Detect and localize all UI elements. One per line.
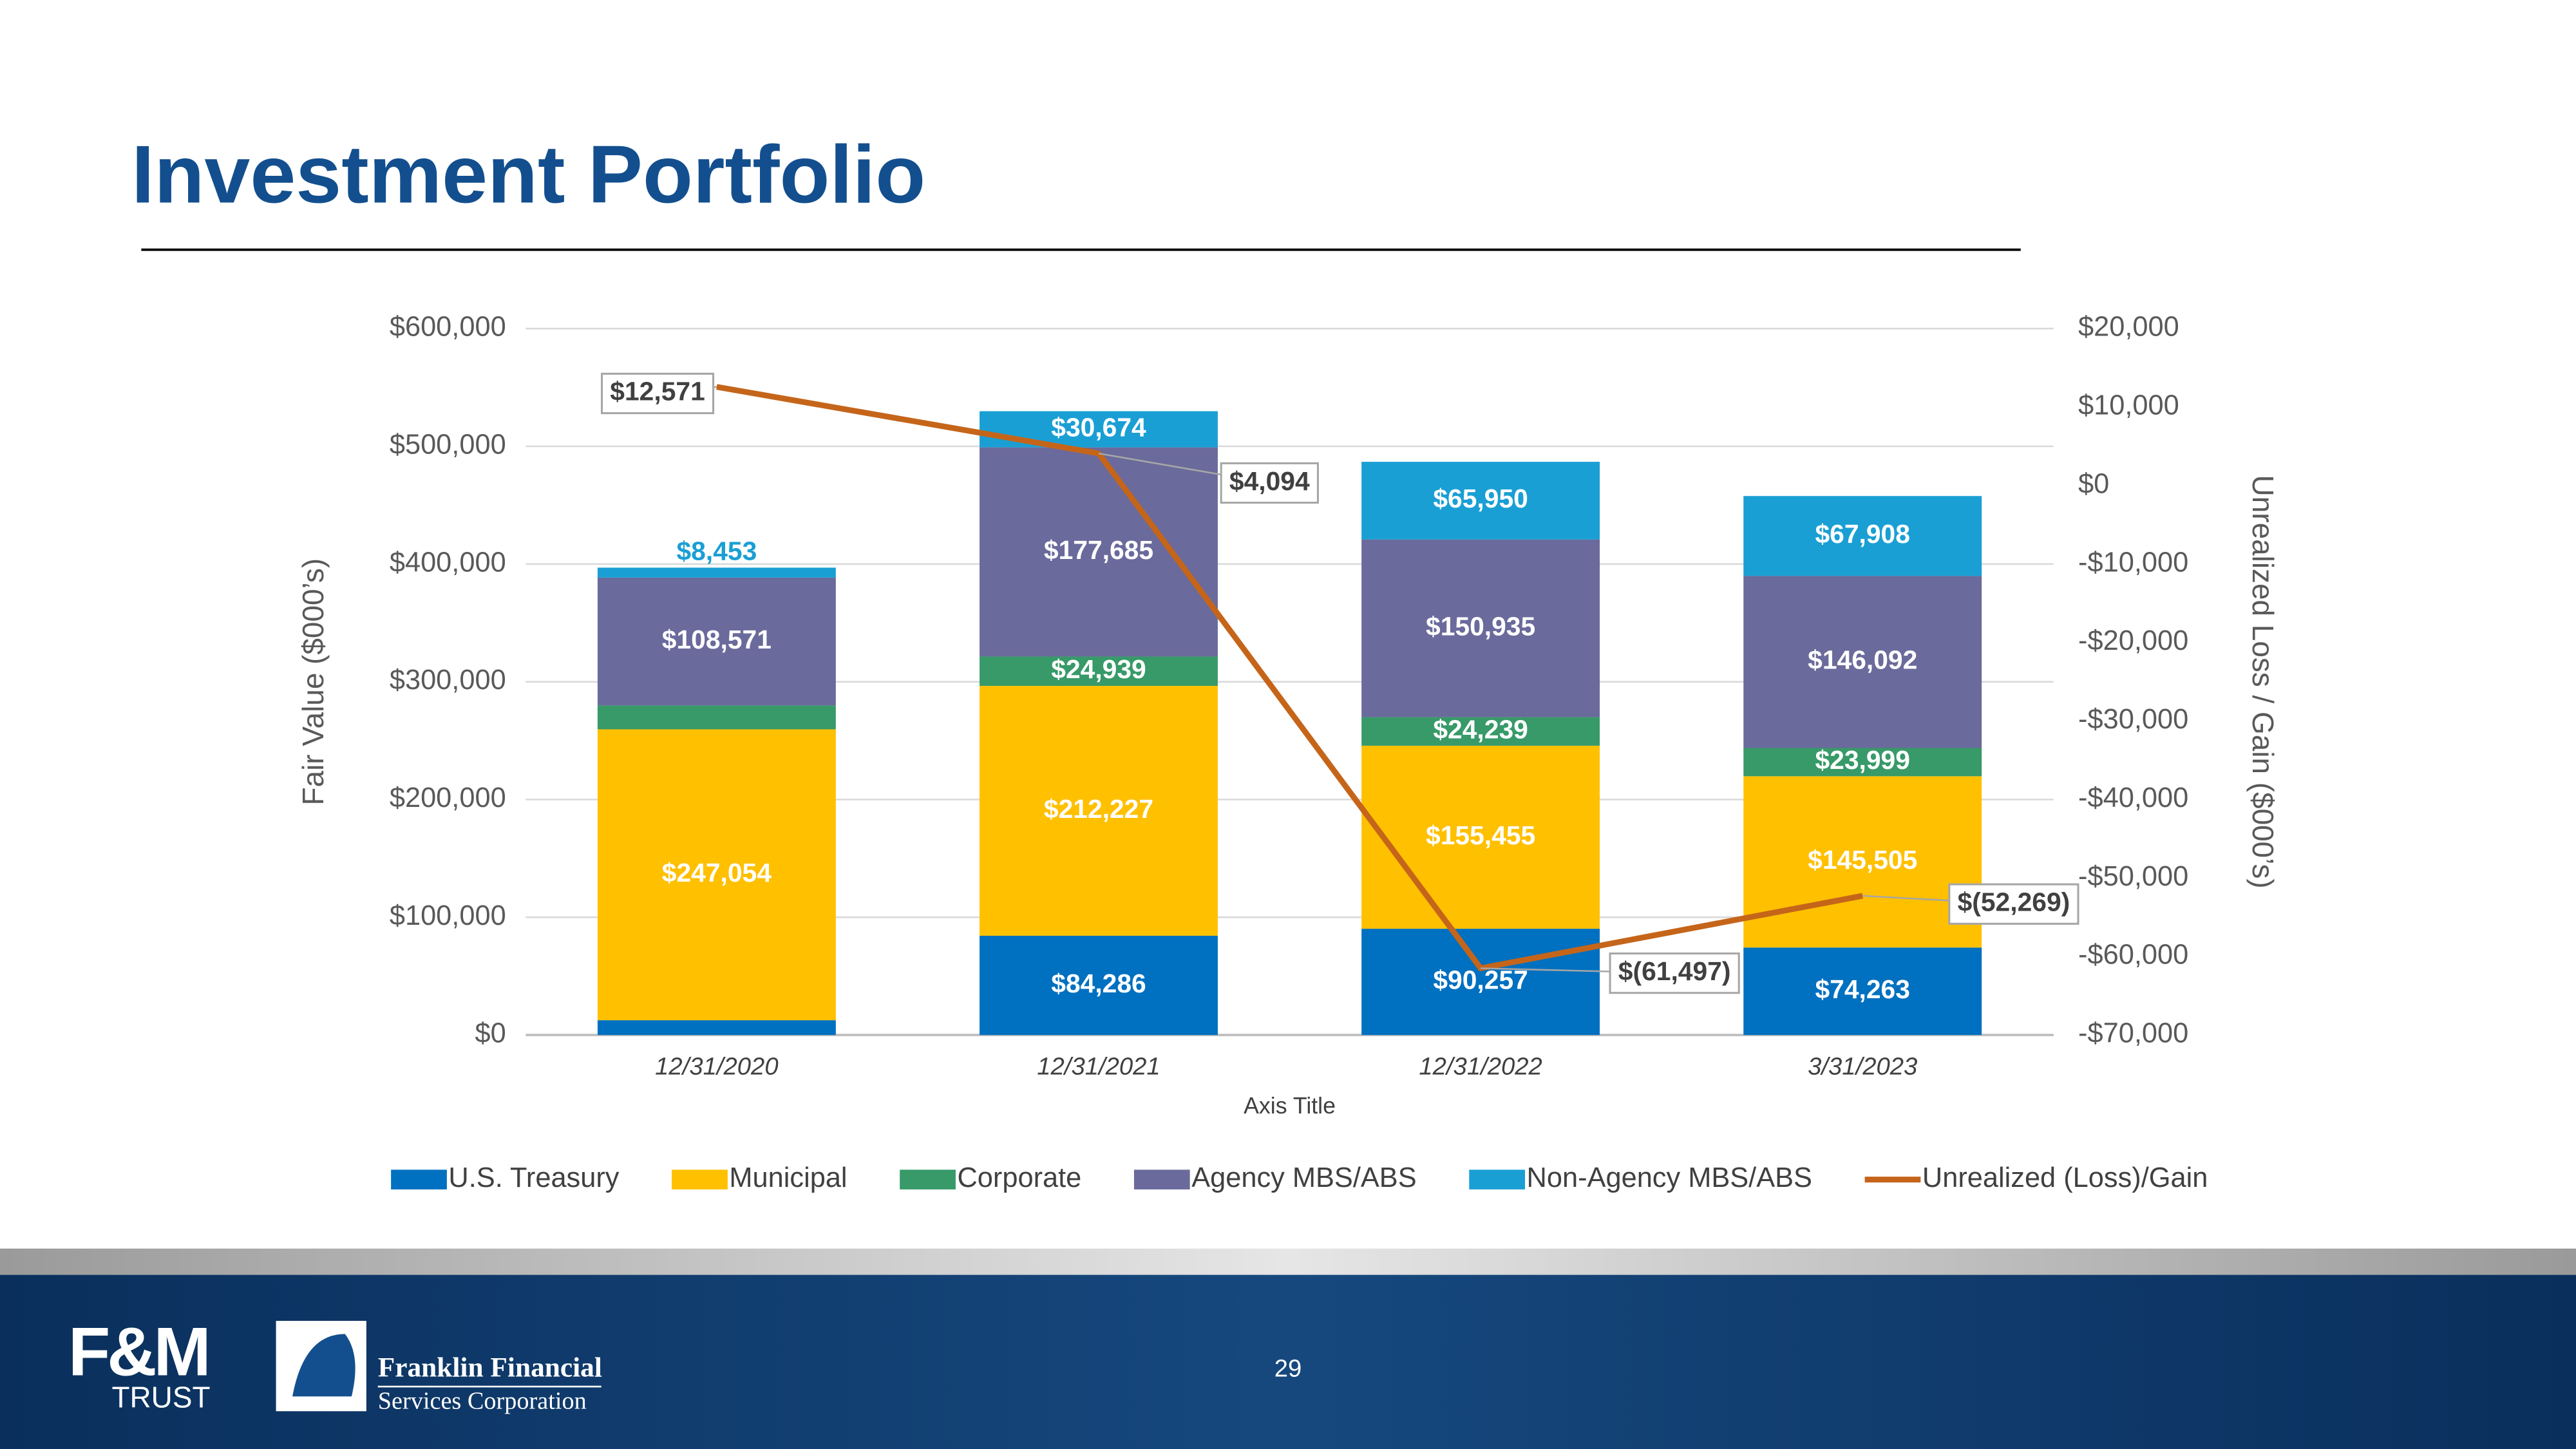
legend-label: U.S. Treasury — [448, 1162, 619, 1193]
y-tick-label: $0 — [475, 1018, 506, 1049]
x-axis-title: Axis Title — [1244, 1093, 1336, 1119]
line-data-label: $(52,269) — [1958, 887, 2070, 917]
y-tick-label: $300,000 — [390, 665, 506, 696]
y2-axis-title: Unrealized Loss / Gain ($000’s) — [2246, 475, 2280, 889]
bar-segment — [980, 656, 1218, 687]
data-label: $84,286 — [1051, 969, 1146, 998]
x-tick-label: 3/31/2023 — [1808, 1052, 1917, 1080]
bar-segment — [597, 705, 836, 730]
legend-label: Corporate — [957, 1162, 1081, 1193]
line-series — [716, 384, 1864, 971]
data-label: $146,092 — [1808, 645, 1917, 675]
bar-segment — [1361, 717, 1600, 746]
data-label: $74,263 — [1815, 974, 1909, 1004]
legend-label: Agency MBS/ABS — [1191, 1162, 1416, 1193]
bar-segment — [597, 567, 836, 578]
page-number: 29 — [1274, 1355, 1302, 1383]
y2-tick-label: -$20,000 — [2078, 625, 2188, 656]
legend: U.S. Treasury Municipal Corporate Agency MB… — [391, 1162, 2208, 1193]
bar-segment — [1361, 929, 1600, 1036]
bar-segment — [1361, 745, 1600, 929]
data-label: $24,939 — [1051, 654, 1146, 684]
y2-tick-label: -$60,000 — [2078, 940, 2188, 971]
label-box — [1609, 952, 1740, 994]
legend-swatch — [391, 1170, 447, 1189]
label-box — [601, 372, 715, 415]
footer-band — [0, 1248, 2576, 1275]
bar-segment — [597, 1020, 836, 1036]
data-label: $65,950 — [1433, 484, 1528, 513]
logo-sub: TRUST — [111, 1381, 210, 1414]
data-label: $23,999 — [1815, 745, 1909, 775]
bar-segment — [1743, 748, 1982, 777]
y-tick-label: $600,000 — [390, 312, 506, 343]
y2-tick-label: -$10,000 — [2078, 547, 2188, 578]
data-label: $247,054 — [662, 858, 772, 887]
y2-tick-label: -$40,000 — [2078, 782, 2188, 813]
bar-segment — [1361, 462, 1600, 540]
title: Investment Portfolio — [131, 129, 925, 220]
legend-swatch — [1469, 1170, 1526, 1189]
x-tick-label: 12/31/2022 — [1419, 1052, 1542, 1080]
y-tick-label: $400,000 — [390, 547, 506, 578]
y-tick-label: $500,000 — [390, 429, 506, 460]
x-tick-label: 12/31/2021 — [1037, 1052, 1160, 1080]
y2-tick-label: $20,000 — [2078, 312, 2179, 343]
data-label: $24,239 — [1433, 715, 1528, 744]
data-label: $155,455 — [1426, 820, 1535, 850]
bar-segment — [597, 729, 836, 1021]
data-label: $8,453 — [676, 536, 757, 565]
y2-tick-label: -$70,000 — [2078, 1018, 2188, 1049]
bar-segment — [1743, 496, 1982, 576]
legend-swatch — [900, 1170, 956, 1189]
plot: $0 $100,000 $200,000 $300,000 $400,000 $500,0… — [390, 312, 2188, 1081]
logo-mark: F&M — [68, 1312, 208, 1390]
company-sub: Services Corporation — [378, 1387, 587, 1414]
y-tick-label: $200,000 — [390, 782, 506, 813]
data-label: $145,505 — [1808, 845, 1917, 875]
bar-segment — [1743, 576, 1982, 748]
legend-label: Non-Agency MBS/ABS — [1527, 1162, 1812, 1193]
bar-segment — [980, 936, 1218, 1036]
x-tick-label: 12/31/2020 — [655, 1052, 778, 1080]
y2-tick-label: $10,000 — [2078, 390, 2179, 421]
company-name: Franklin Financial — [378, 1352, 602, 1383]
bar-segment — [980, 447, 1218, 657]
data-label: $108,571 — [662, 625, 772, 654]
label-box — [1220, 462, 1319, 504]
y-tick-label: $100,000 — [390, 900, 506, 931]
bar-segment — [1743, 776, 1982, 948]
line-data-label: $4,094 — [1229, 466, 1310, 496]
data-label: $150,935 — [1426, 611, 1535, 641]
bar-segment — [1361, 539, 1600, 717]
legend-label: Municipal — [729, 1162, 847, 1193]
footer — [0, 1274, 2576, 1449]
data-label: $177,685 — [1044, 535, 1153, 565]
legend-swatch — [1133, 1170, 1190, 1189]
bar-segment — [1743, 947, 1982, 1036]
line-data-label: $(61,497) — [1618, 956, 1731, 986]
legend-swatch — [672, 1170, 728, 1189]
y2-tick-label: $0 — [2078, 468, 2109, 499]
data-label: $212,227 — [1044, 794, 1153, 824]
label-box — [1948, 883, 2079, 925]
bar-segment — [597, 577, 836, 706]
data-label: $67,908 — [1815, 519, 1909, 549]
line-data-label: $12,571 — [610, 377, 705, 406]
data-label: $30,674 — [1051, 412, 1146, 442]
y2-tick-label: -$30,000 — [2078, 704, 2188, 735]
bar-segment — [980, 686, 1218, 936]
legend-label: Unrealized (Loss)/Gain — [1922, 1162, 2208, 1193]
y2-tick-label: -$50,000 — [2078, 861, 2188, 892]
y-axis-title: Fair Value ($000’s) — [296, 558, 330, 806]
logo-figure — [292, 1334, 355, 1397]
